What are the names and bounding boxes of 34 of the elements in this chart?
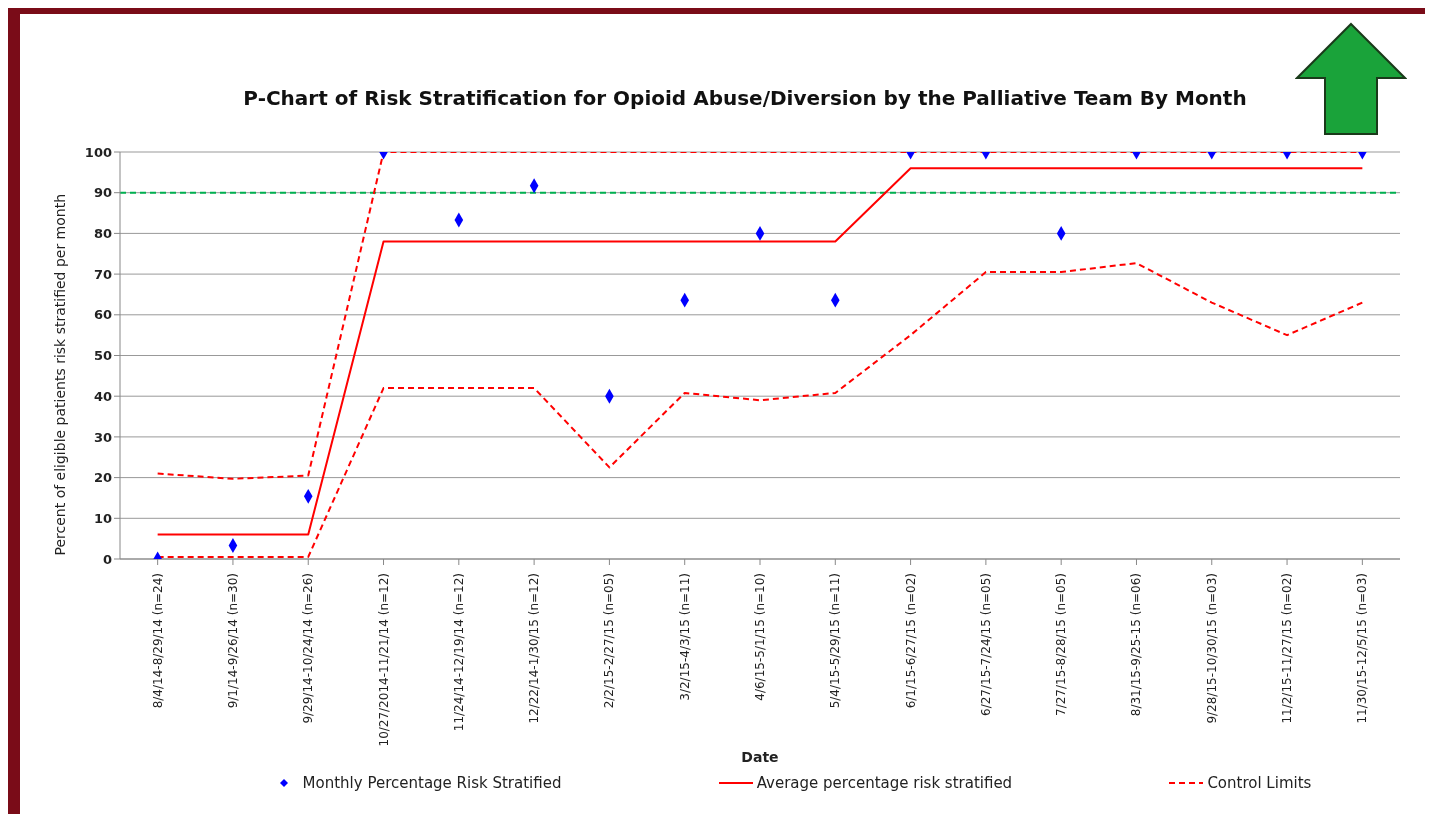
y-tick-label: 80 bbox=[93, 226, 112, 242]
x-tick-label: 9/1/14-9/26/14 (n=30) bbox=[225, 573, 240, 709]
x-tick-label: 2/2/15-2/27/15 (n=05) bbox=[602, 573, 617, 709]
x-tick-label: 3/2/15-4/3/15 (n=11) bbox=[677, 573, 692, 701]
x-tick-label: 7/27/15-8/28/15 (n=05) bbox=[1054, 573, 1069, 716]
y-tick-label: 70 bbox=[93, 266, 112, 282]
legend-label: Control Limits bbox=[1207, 774, 1312, 792]
x-tick-label: 6/1/15-6/27/15 (n=02) bbox=[903, 573, 918, 709]
x-tick-label: 5/4/15-5/29/15 (n=11) bbox=[828, 573, 843, 709]
y-tick-label: 0 bbox=[102, 551, 112, 567]
x-tick-label: 11/30/15-12/5/15 (n=03) bbox=[1355, 573, 1370, 724]
x-tick-label: 11/24/14-12/19/14 (n=12) bbox=[451, 573, 466, 732]
y-tick-label: 50 bbox=[93, 348, 112, 364]
legend-label: Monthly Percentage Risk Stratified bbox=[302, 774, 562, 792]
y-axis-title: Percent of eligible patients risk stratified per month bbox=[51, 193, 68, 556]
x-tick-label: 11/2/15-11/27/15 (n=02) bbox=[1280, 573, 1295, 724]
y-tick-label: 90 bbox=[93, 185, 112, 201]
x-tick-label: 4/6/15-5/1/15 (n=10) bbox=[753, 573, 767, 701]
x-tick-label: 12/22/14-1/30/15 (n=12) bbox=[527, 573, 542, 724]
y-tick-label: 10 bbox=[93, 510, 112, 526]
x-axis-title: Date bbox=[741, 749, 779, 765]
y-tick-label: 60 bbox=[93, 307, 112, 323]
x-tick-label: 9/29/14-10/24/14 (n=26) bbox=[301, 573, 316, 724]
y-tick-label: 40 bbox=[93, 388, 112, 404]
legend-label: Average percentage risk stratified bbox=[756, 774, 1013, 792]
x-tick-label: 6/27/15-7/24/15 (n=05) bbox=[978, 573, 993, 716]
x-tick-label: 8/31/15-9/25-15 (n=06) bbox=[1129, 573, 1144, 717]
y-tick-label: 20 bbox=[93, 470, 112, 486]
chart-title: P-Chart of Risk Stratification for Opioid Abuse/Diversion by the Palliative Team By Month bbox=[242, 86, 1248, 110]
y-tick-label: 100 bbox=[84, 144, 112, 160]
x-tick-label: 10/27/2014-11/21/14 (n=12) bbox=[376, 573, 391, 747]
y-tick-label: 30 bbox=[93, 429, 112, 445]
x-tick-label: 8/4/14-8/29/14 (n=24) bbox=[150, 573, 165, 709]
x-tick-label: 9/28/15-10/30/15 (n=03) bbox=[1204, 573, 1219, 724]
